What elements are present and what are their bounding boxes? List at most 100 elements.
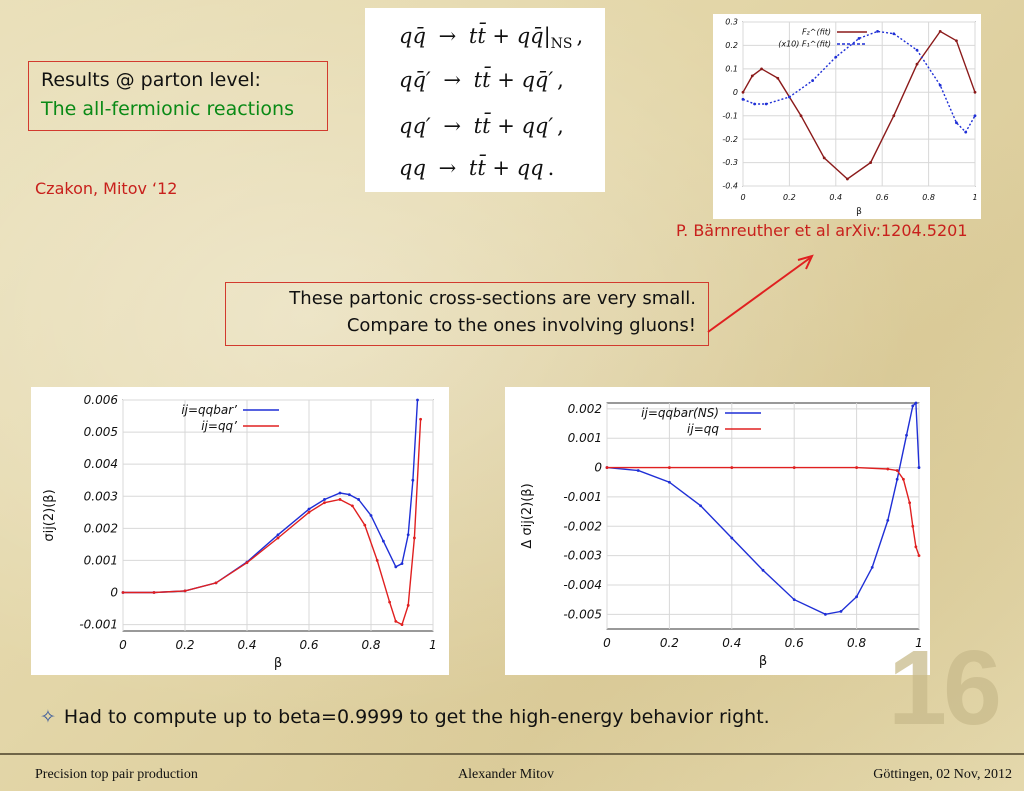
x-tick-label: 0 [119,638,127,652]
data-point [400,623,404,626]
data-point [886,519,890,522]
data-point [811,79,814,82]
y-tick-label: -0.001 [563,490,602,504]
series-line [742,30,976,134]
y-tick-label: -0.001 [79,618,118,632]
chart-svg: 0 0.2 0.4 0.6 0.8 1 0.006 0.005 0.004 0.003 0.002 0… [42,393,437,671]
equation-lhs: qq′ [399,114,431,138]
series-line [606,401,920,616]
x-tick-label: 1 [915,636,923,650]
data-point [741,90,745,94]
data-point [121,591,125,594]
data-point [351,504,354,508]
data-point [892,114,896,118]
data-point [699,504,702,508]
data-point [915,62,919,66]
data-point [753,102,756,106]
equation-row: qq′ → tt̄ + qq′, [399,114,564,138]
y-tick-label: 0.004 [84,457,118,471]
data-point [375,559,379,562]
x-tick-label: 0.6 [785,636,804,650]
data-point [307,510,311,514]
y-tick-label: -0.1 [722,111,738,120]
data-point [973,114,977,118]
data-point [886,467,890,471]
data-point [276,536,280,540]
x-tick-label: 1 [972,193,977,202]
data-point [413,536,416,540]
slide-number: 16 [888,629,1002,747]
data-point [406,533,410,537]
equation-rhs: tt̄ + qq̄′ [473,68,554,92]
data-point [824,612,827,616]
data-point [846,177,849,181]
equation-arrow: → [438,24,457,48]
x-tick-label: 0.6 [876,193,889,202]
equation-tail: . [547,156,555,180]
chart-svg: 0 0.2 0.4 0.6 0.8 1 0.3 0.2 0.1 0 -0.1 -0.2 -0.3 -0.4… [722,18,977,217]
equation-row: qq̄ → tt̄ + qq̄|NS, [399,24,583,52]
equation-tail: , [576,24,584,48]
equation-row: qq → tt̄ + qq. [399,156,554,180]
series-line [742,30,976,180]
data-point [730,466,734,469]
data-point [411,478,415,482]
x-tick-label: 0.4 [722,636,741,650]
y-tick-label: 0 [594,461,602,475]
data-point [323,498,326,501]
data-point [400,562,404,566]
equation-tail: , [557,114,564,138]
data-point [636,469,640,472]
results-title-box: Results @ parton level: The all-fermioni… [28,61,328,131]
data-point [419,417,422,421]
data-point [915,48,919,52]
data-point [911,404,915,408]
note-box: These partonic cross-sections are very s… [225,282,709,346]
data-point [792,598,796,602]
footer-author: Alexander Mitov [458,767,555,782]
y-tick-label: 0.003 [84,489,118,503]
data-point [338,491,342,495]
equations-panel: qq̄ → tt̄ + qq̄|NS, qq̄′ → tt̄ + qq̄′, q… [365,8,605,192]
data-point [914,401,918,405]
footer-date: Göttingen, 02 Nov, 2012 [873,767,1012,782]
data-point [938,83,942,87]
data-point [750,74,754,78]
y-tick-label: 0.1 [725,65,738,74]
data-point [792,466,796,469]
x-tick-label: 0.4 [237,638,256,652]
reference-text: P. Bärnreuther et al arXiv:1204.5201 [676,221,968,240]
x-tick-label: 0.8 [847,636,866,650]
y-tick-label: 0.002 [568,402,602,416]
legend-label: (x10) F₁^(fit) [778,40,831,49]
footer-title: Precision top pair production [35,767,198,782]
note-line-2: Compare to the ones involving gluons! [346,315,696,336]
y-tick-label: -0.2 [722,135,738,144]
results-subheading: The all-fermionic reactions [41,98,294,120]
x-tick-label: 0 [740,193,745,202]
equation-row: qq̄′ → tt̄ + qq̄′, [399,68,564,92]
data-point [183,589,187,593]
data-point [214,581,218,585]
y-tick-label: 0.005 [84,425,118,439]
data-point [776,76,780,80]
y-axis-label: Δ σij(2)(β) [520,483,535,548]
y-tick-label: 0.001 [568,431,602,445]
data-point [955,39,958,43]
x-tick-label: 0.6 [299,638,318,652]
series-line [123,419,422,626]
data-point [917,466,921,469]
x-axis-label: β [759,654,767,669]
data-point [834,55,838,59]
chart-bottom-right: 0 0.2 0.4 0.6 0.8 1 0.002 0.001 0 -0.001 -0.002 -0.… [505,387,930,675]
equation-arrow: → [438,156,457,180]
data-point [973,90,977,94]
data-point [788,95,791,99]
y-tick-label: -0.003 [563,549,602,563]
x-tick-label: 0.2 [660,636,679,650]
data-point [406,603,410,607]
y-tick-label: -0.004 [563,578,602,592]
data-point [799,114,803,118]
chart-svg: 0 0.2 0.4 0.6 0.8 1 0.002 0.001 0 -0.001 -0.002 -0.… [520,401,923,669]
plot-frame [122,399,434,632]
